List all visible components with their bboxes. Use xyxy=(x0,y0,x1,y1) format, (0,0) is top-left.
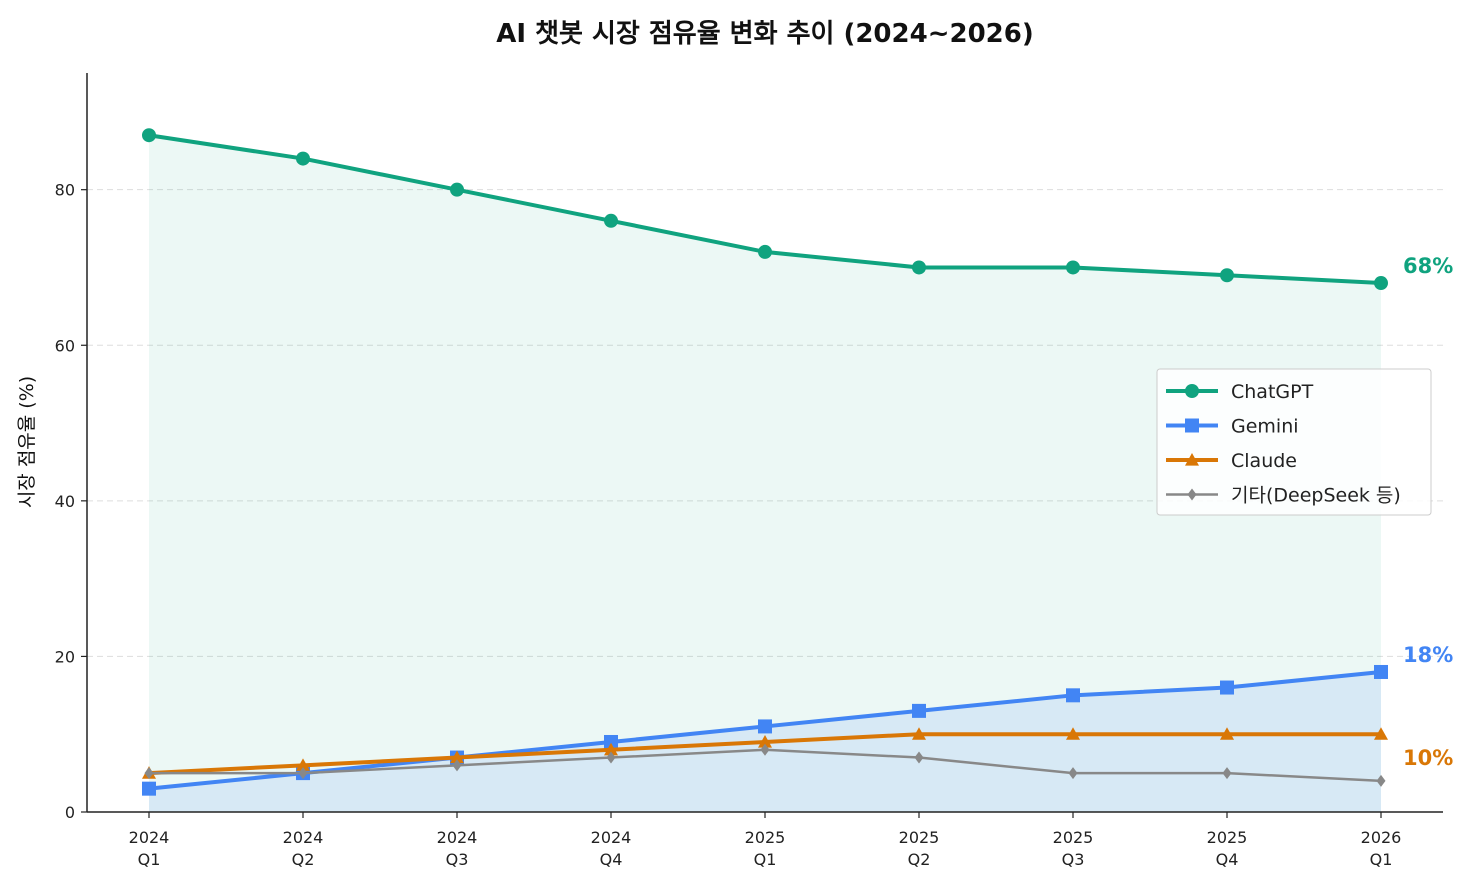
marker-triangle xyxy=(604,742,618,756)
legend-item: Gemini xyxy=(1166,416,1299,438)
marker-triangle xyxy=(912,727,926,740)
marker-circle xyxy=(296,151,310,166)
marker-circle xyxy=(1066,260,1080,275)
x-tick-label: 2025 Q2 xyxy=(899,828,940,869)
x-tick-label: 2024 Q1 xyxy=(129,828,170,869)
marker-diamond xyxy=(914,751,924,764)
end-label: 68% xyxy=(1403,254,1453,278)
marker-triangle xyxy=(1374,727,1388,740)
marker-diamond xyxy=(298,767,308,780)
marker-diamond xyxy=(144,767,154,780)
legend-box xyxy=(1156,368,1432,516)
marker-square xyxy=(1066,688,1080,703)
marker-triangle xyxy=(1185,453,1199,466)
marker-triangle xyxy=(450,750,464,764)
marker-diamond xyxy=(760,743,770,756)
x-tick-label: 2025 Q3 xyxy=(1053,828,1094,869)
marker-square xyxy=(1220,680,1234,695)
marker-triangle xyxy=(1066,727,1080,740)
marker-circle xyxy=(142,128,156,143)
legend-label: Gemini xyxy=(1231,416,1299,438)
legend-item: ChatGPT xyxy=(1166,381,1314,403)
marker-square xyxy=(1185,418,1199,433)
marker-circle xyxy=(1220,268,1234,283)
y-tick-label: 40 xyxy=(55,492,75,511)
marker-circle xyxy=(604,213,618,228)
marker-diamond xyxy=(1376,774,1386,787)
x-tick-label: 2026 Q1 xyxy=(1361,828,1402,869)
y-tick-label: 20 xyxy=(55,647,75,666)
x-tick-label: 2025 Q4 xyxy=(1207,828,1248,869)
marker-circle xyxy=(758,244,772,259)
series-chatgpt xyxy=(142,128,1388,291)
legend-item: 기타(DeepSeek 등) xyxy=(1166,485,1401,507)
x-tick-label: 2025 Q1 xyxy=(745,828,786,869)
marker-circle xyxy=(1185,384,1199,398)
y-tick-label: 80 xyxy=(55,181,75,200)
marker-diamond xyxy=(1222,767,1232,780)
x-tick-label: 2024 Q2 xyxy=(283,828,324,869)
x-tick-label: 2024 Q3 xyxy=(437,828,478,869)
marker-circle xyxy=(912,260,926,275)
marker-square xyxy=(1374,664,1388,679)
marker-square xyxy=(604,734,618,749)
marker-circle xyxy=(450,182,464,197)
y-tick-label: 60 xyxy=(55,336,75,355)
marker-diamond xyxy=(1187,488,1197,501)
series-기타(deepseek 등) xyxy=(144,743,1386,787)
y-axis-label: 시장 점유율 (%) xyxy=(16,376,38,508)
marker-circle xyxy=(1374,276,1388,291)
legend: ChatGPT Gemini Claude 기타(DeepSeek 등) xyxy=(1156,368,1432,516)
marker-diamond xyxy=(606,751,616,764)
x-tick-label: 2024 Q4 xyxy=(591,828,632,869)
marker-triangle xyxy=(758,734,772,748)
marker-diamond xyxy=(452,759,462,772)
marker-triangle xyxy=(296,758,310,771)
legend-label: ChatGPT xyxy=(1231,381,1314,403)
marker-diamond xyxy=(1068,767,1078,780)
legend-label: 기타(DeepSeek 등) xyxy=(1231,485,1401,507)
area-fill-chatgpt xyxy=(149,135,1381,813)
marker-square xyxy=(912,703,926,718)
marker-square xyxy=(142,781,156,796)
legend-label: Claude xyxy=(1231,450,1297,472)
end-label: 10% xyxy=(1403,746,1453,770)
legend-item: Claude xyxy=(1166,450,1297,472)
end-label: 18% xyxy=(1403,643,1453,667)
marker-square xyxy=(758,719,772,734)
y-tick-label: 0 xyxy=(65,803,75,822)
marker-triangle xyxy=(1220,727,1234,740)
chart-title: AI 챗봇 시장 점유율 변화 추이 (2024~2026) xyxy=(496,19,1034,49)
